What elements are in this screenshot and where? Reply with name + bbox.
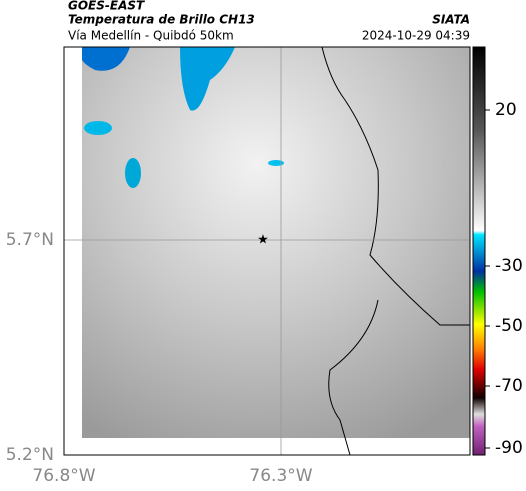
cold-cloud: [84, 121, 112, 135]
cold-cloud: [82, 47, 130, 71]
cold-cloud: [125, 158, 141, 188]
title: GOES-EAST: [68, 0, 145, 13]
subtitle: Temperatura de Brillo CH13: [68, 13, 255, 27]
lon-label: 76.8°W: [32, 466, 95, 486]
colorbar: [472, 46, 486, 456]
colorbar-tick-label: -50: [495, 316, 523, 336]
boundary: [321, 46, 470, 456]
location-marker: ★: [257, 233, 269, 248]
map: ★: [63, 46, 471, 456]
colorbar-tick-label: 20: [495, 100, 517, 120]
cold-cloud: [180, 47, 235, 111]
satellite-image: [82, 47, 470, 438]
source: SIATA: [432, 13, 470, 27]
lat-label: 5.7°N: [6, 230, 54, 250]
lon-label: 76.3°W: [249, 466, 312, 486]
map-frame: [63, 46, 471, 456]
colorbar-tick-label: -30: [495, 256, 523, 276]
route: Vía Medellín - Quibdó 50km: [68, 29, 234, 43]
colorbar-tick-label: -90: [495, 438, 523, 458]
colorbar-tick-label: -70: [495, 376, 523, 396]
lat-label: 5.2°N: [6, 445, 54, 465]
cold-cloud: [268, 160, 284, 166]
datetime: 2024-10-29 04:39: [362, 29, 470, 43]
